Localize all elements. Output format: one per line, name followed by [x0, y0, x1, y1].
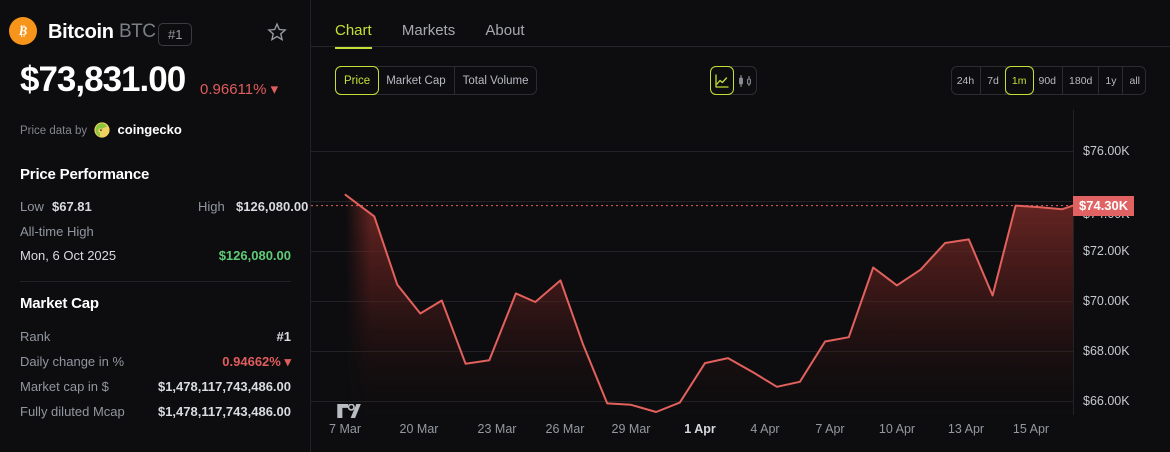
- svg-text:B: B: [18, 24, 28, 38]
